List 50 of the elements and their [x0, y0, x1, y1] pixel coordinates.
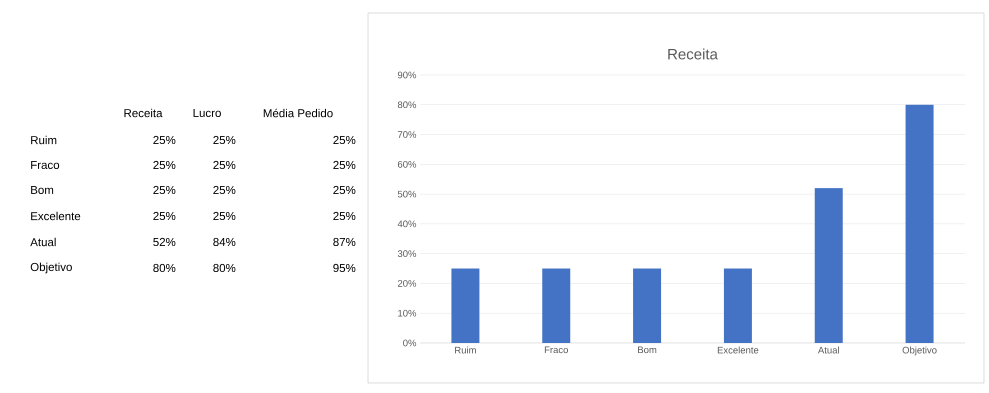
text: 25%: [213, 212, 236, 220]
text: Excelente: [31, 212, 80, 220]
text: 25%: [333, 212, 356, 220]
text: 80%: [153, 264, 176, 272]
text: 52%: [153, 238, 176, 246]
y-tick-label: 90%: [398, 72, 416, 78]
y-tick-label: 10%: [398, 310, 416, 317]
y-tick-label: 70%: [398, 131, 416, 138]
chart-title: Receita: [668, 48, 718, 60]
x-tick-label: Bom: [638, 346, 656, 354]
bar: [724, 268, 752, 343]
text: Bom: [31, 186, 54, 194]
text: Objetivo: [30, 262, 72, 274]
text: 25%: [153, 186, 176, 194]
text: Receita: [124, 108, 163, 118]
x-tick-label: Excelente: [718, 346, 758, 354]
x-tick-label: Atual: [818, 346, 839, 354]
text: 95%: [333, 264, 356, 272]
text: 80%: [213, 264, 236, 272]
text: 25%: [333, 186, 356, 194]
bar: [451, 268, 480, 343]
text: Fraco: [31, 160, 60, 169]
text: 25%: [153, 212, 176, 220]
text: 87%: [333, 238, 356, 246]
text: Atual: [30, 238, 56, 246]
x-tick-label: Ruim: [455, 346, 476, 354]
text: 25%: [153, 160, 176, 170]
text: 25%: [333, 160, 356, 170]
bar: [906, 104, 934, 343]
text: 84%: [213, 238, 236, 246]
text: Ruim: [31, 136, 56, 144]
y-tick-label: 40%: [398, 220, 416, 228]
y-tick-label: 50%: [398, 190, 416, 198]
text: 25%: [213, 160, 236, 170]
y-tick-label: 80%: [398, 101, 416, 108]
y-tick-label: 60%: [398, 160, 416, 168]
text: Lucro: [194, 108, 221, 117]
x-tick-label: Fraco: [544, 346, 568, 354]
y-tick-label: 0%: [403, 340, 416, 346]
y-tick-label: 30%: [398, 250, 416, 258]
text: 25%: [333, 136, 356, 144]
bar: [633, 268, 662, 343]
text: 25%: [153, 136, 176, 144]
bar: [542, 268, 570, 343]
text: 25%: [213, 186, 236, 194]
bar: [814, 188, 843, 343]
y-tick-label: 20%: [398, 280, 416, 287]
text: 25%: [213, 136, 236, 144]
x-tick-label: Objetivo: [902, 346, 937, 356]
text: Média Pedido: [264, 108, 333, 118]
